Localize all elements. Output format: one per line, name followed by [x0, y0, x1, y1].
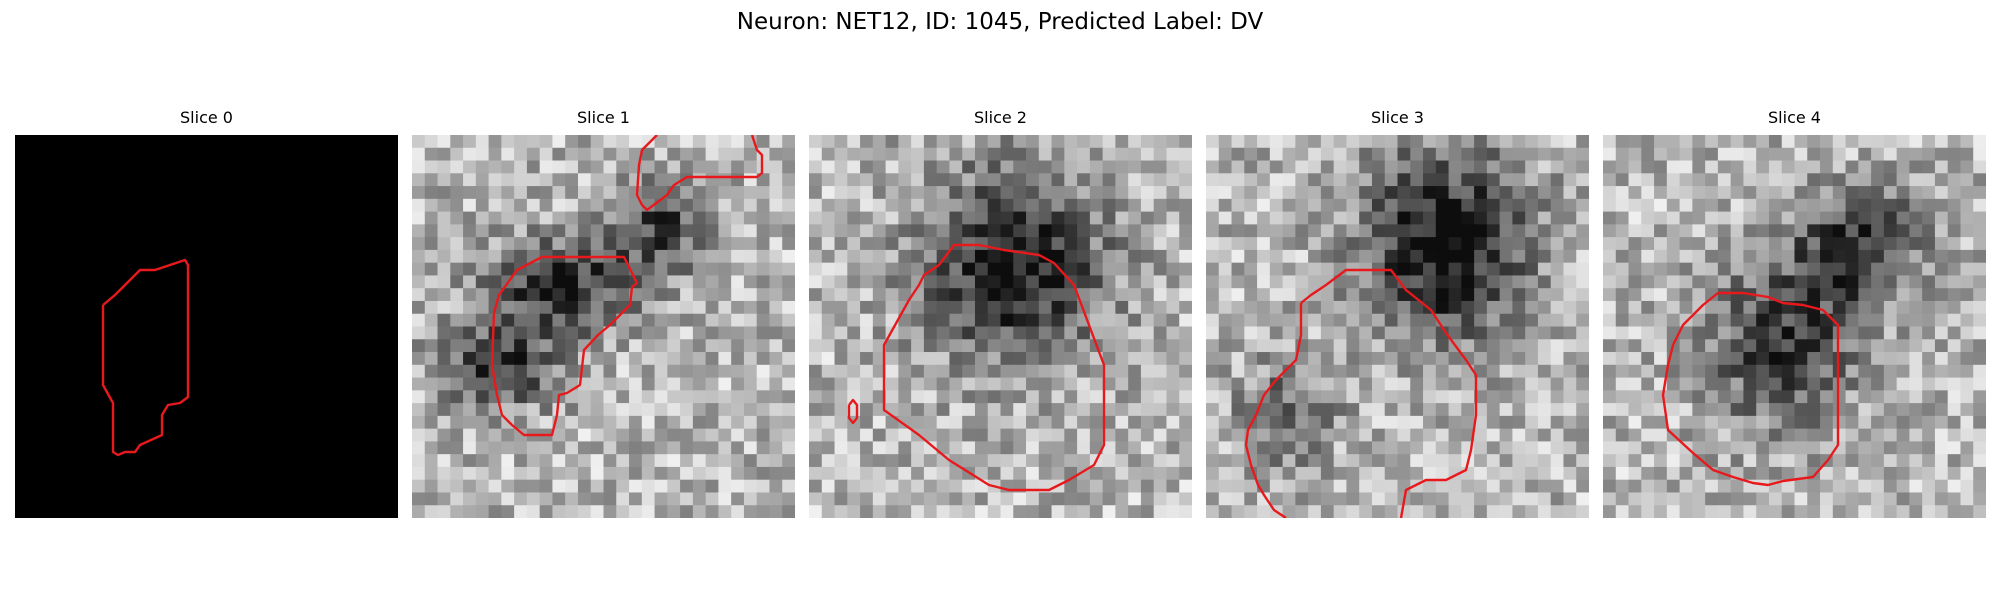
slice-title-1: Slice 1: [577, 108, 630, 127]
slice-title-3: Slice 3: [1371, 108, 1424, 127]
slice-pixels: [1603, 135, 1986, 518]
slice-pixels: [809, 135, 1192, 518]
slice-pixels: [15, 135, 398, 518]
slice-image-1: [412, 135, 795, 518]
segmentation-contour: [847, 398, 859, 425]
slice-title-4: Slice 4: [1768, 108, 1821, 127]
slice-panel-4: Slice 4: [1603, 108, 1986, 518]
slice-title-2: Slice 2: [974, 108, 1027, 127]
slice-panel-2: Slice 2: [809, 108, 1192, 518]
segmentation-contour: [882, 243, 1106, 492]
segmentation-contour: [490, 255, 639, 437]
segmentation-contour: [1244, 303, 1303, 518]
slice-title-0: Slice 0: [180, 108, 233, 127]
slice-image-2: [809, 135, 1192, 518]
slice-panel-0: Slice 0: [15, 108, 398, 518]
segmentation-contour: [1300, 268, 1478, 518]
slice-image-4: [1603, 135, 1986, 518]
slice-pixels: [1206, 135, 1589, 518]
slice-background: [15, 135, 398, 518]
slice-image-0: [15, 135, 398, 518]
figure-title: Neuron: NET12, ID: 1045, Predicted Label…: [736, 9, 1264, 35]
segmentation-contour: [635, 135, 764, 212]
slice-image-3: [1206, 135, 1589, 518]
slice-panel-3: Slice 3: [1206, 108, 1589, 518]
slice-panel-1: Slice 1: [412, 108, 795, 518]
segmentation-contour: [101, 258, 190, 457]
segmentation-contour: [1661, 291, 1840, 487]
slice-pixels: [412, 135, 795, 518]
